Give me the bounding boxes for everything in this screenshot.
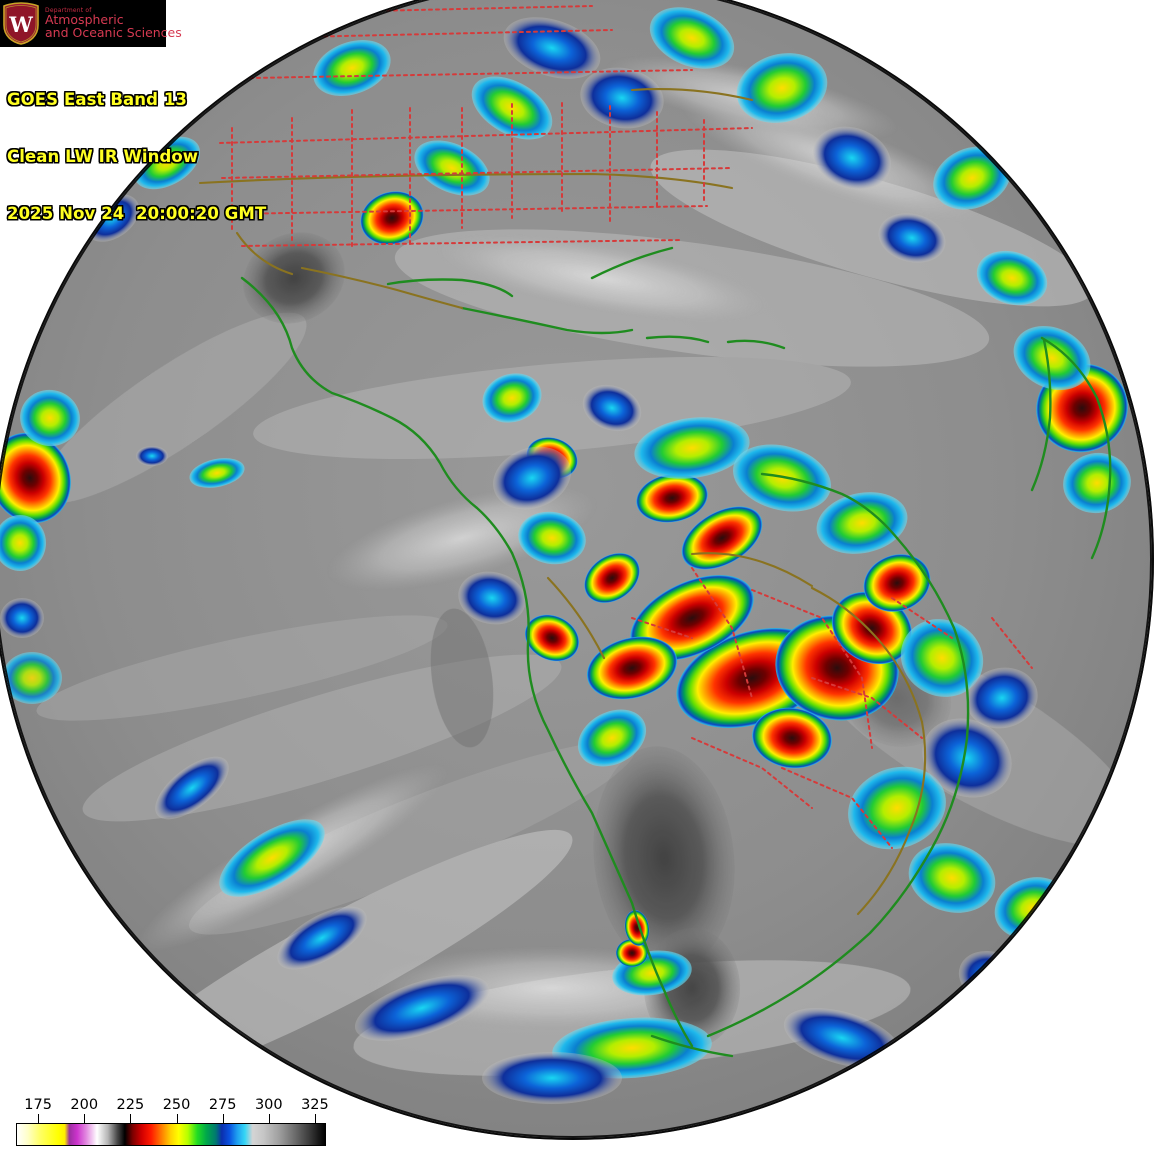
colorbar-label-225: 225 <box>116 1097 145 1113</box>
logo-text-block: Department of Atmospheric and Oceanic Sc… <box>42 6 182 40</box>
temperature-colorbar: 175 200 225 250 275 300 325 <box>16 1097 329 1146</box>
colorbar-label-175: 175 <box>24 1097 52 1113</box>
disk-svg <box>0 0 1152 1138</box>
colorbar-tick-labels: 175 200 225 250 275 300 325 <box>16 1097 329 1114</box>
colorbar-label-250: 250 <box>162 1097 191 1113</box>
title-line-timestamp: 2025 Nov 24 20:00:20 GMT <box>7 204 267 223</box>
colorbar-label-325: 325 <box>301 1097 329 1113</box>
colorbar-tick-300 <box>268 1114 270 1123</box>
title-line-product: GOES East Band 13 <box>7 90 188 109</box>
uw-aos-logo: W Department of Atmospheric and Oceanic … <box>0 0 182 47</box>
colorbar-gradient-strip <box>16 1123 326 1146</box>
colorbar-tick-275 <box>222 1114 224 1123</box>
logo-line-2: and Oceanic Sciences <box>45 24 182 40</box>
image-title-overlay: GOES East Band 13 Clean LW IR Window 202… <box>7 52 266 242</box>
colorbar-tick-200 <box>84 1114 86 1123</box>
uw-crest-icon: W <box>0 1 42 46</box>
colorbar-label-300: 300 <box>254 1097 283 1113</box>
colorbar-label-275: 275 <box>208 1097 237 1113</box>
colorbar-tick-325 <box>314 1114 316 1123</box>
crest-letter: W <box>8 12 33 37</box>
colorbar-ticks <box>16 1114 326 1123</box>
colorbar-label-200: 200 <box>70 1097 99 1113</box>
national-border-layer <box>198 88 927 916</box>
convective-clusters <box>458 373 1038 913</box>
colorbar-gradient <box>17 1124 325 1145</box>
colorbar-tick-250 <box>176 1114 178 1123</box>
title-line-channel: Clean LW IR Window <box>7 147 199 166</box>
colorbar-tick-225 <box>130 1114 132 1123</box>
logo-department-line: Department of <box>45 6 92 14</box>
colorbar-tick-175 <box>38 1114 40 1123</box>
earth-full-disk <box>0 0 1154 1140</box>
coastline-layer <box>240 246 1112 1058</box>
logo-line-1: Atmospheric <box>45 11 124 27</box>
